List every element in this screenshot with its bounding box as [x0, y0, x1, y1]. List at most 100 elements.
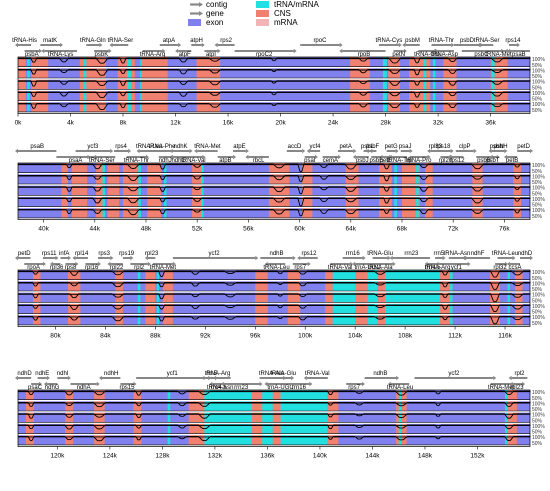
- legend-CNS-label: CNS: [274, 9, 291, 18]
- gene-arrowhead-tRNA-Val: [350, 261, 354, 267]
- gene-arrowhead-psbK: [108, 48, 112, 54]
- gene-label: rrn16: [346, 251, 361, 257]
- gene-arrowhead-tRNA-Arg: [201, 375, 205, 381]
- gene-label: tRNA-Leu: [263, 265, 289, 271]
- gene-label: infA: [59, 251, 69, 257]
- gene-arrowhead-tRNA-Leu: [264, 261, 268, 267]
- gene-arrowhead-rpoA: [42, 261, 46, 267]
- gene-arrowhead-tRNA-Gln: [99, 42, 103, 48]
- gene-label: ndhA: [77, 385, 91, 391]
- gene-arrowhead-tRNA-Glu: [387, 255, 391, 261]
- cns-region: [272, 390, 281, 447]
- gene-label: ycf1: [451, 265, 463, 271]
- gene-label: rpl14: [75, 251, 89, 257]
- track-separator: [18, 66, 530, 69]
- cns-region: [145, 270, 156, 327]
- gene-arrowhead-tRNA-Asn: [209, 381, 213, 387]
- gene-arrowhead-rps19: [130, 255, 134, 261]
- gene-label: atpE: [233, 144, 245, 150]
- trna-mrna-region: [432, 57, 436, 114]
- cns-region: [327, 390, 339, 447]
- gene-arrowhead-tRNA-Arg: [162, 48, 166, 54]
- gene-label: tRNA-Glu: [270, 371, 296, 377]
- cns-region: [18, 57, 26, 114]
- similarity-profile: [18, 293, 531, 303]
- similarity-profile: [18, 304, 531, 313]
- gene-arrowhead-rps8: [75, 261, 79, 267]
- gene-label: rps12: [301, 251, 317, 257]
- gene-label: ycf2: [448, 371, 460, 377]
- gene-label: petD: [517, 144, 530, 150]
- gene-label: rps4: [115, 144, 127, 150]
- percent-tick-label: 100%: [532, 91, 545, 97]
- track-separator: [18, 411, 530, 413]
- gene-label: trnA-UGC: [267, 385, 294, 391]
- track-separator: [18, 195, 530, 197]
- gene-label: cemA: [323, 158, 338, 164]
- x-tick-label: 92k: [200, 333, 211, 340]
- gene-label: ndhH: [104, 371, 118, 377]
- percent-tick-label: 50%: [532, 191, 543, 197]
- percent-tick-label: 100%: [532, 304, 545, 310]
- gene-label: psaI: [304, 158, 316, 164]
- cns-region: [490, 270, 501, 327]
- gene-label: tRNA-Arg: [140, 52, 166, 58]
- gene-label: tRNA-Val: [181, 158, 206, 164]
- legend-mRNA-label: mRNA: [274, 18, 298, 27]
- gene-label: psbE: [370, 158, 384, 164]
- similarity-profile: [18, 270, 531, 278]
- percent-tick-label: 100%: [532, 102, 545, 108]
- legend-mRNA-swatch: [256, 19, 269, 26]
- gene-arrowhead-tRNA-Leu: [387, 381, 391, 387]
- gene-arrowhead-ndhD: [530, 255, 533, 261]
- gene-arrowhead-psaB: [504, 48, 508, 54]
- percent-tick-label: 50%: [532, 321, 543, 327]
- cns-region: [122, 163, 139, 220]
- gene-label: tRNA-Met: [488, 385, 515, 391]
- percent-tick-label: 100%: [532, 390, 545, 396]
- trna-mrna-region: [450, 270, 453, 327]
- exon-region: [18, 270, 530, 327]
- gene-label: rrn23: [234, 385, 249, 391]
- gene-arrowhead-rps15: [133, 381, 137, 387]
- gene-arrowhead-trnA-UGC: [352, 261, 356, 267]
- gene-label: ndhG: [45, 385, 60, 391]
- gene-label: rps12: [450, 158, 466, 164]
- trna-mrna-region: [156, 270, 160, 327]
- percent-tick-label: 100%: [532, 80, 545, 86]
- gene-label: tRNA-Lys: [48, 52, 73, 58]
- gene-arrowhead-ndhB: [292, 255, 296, 261]
- trna-mrna-region: [163, 163, 167, 220]
- cns-region: [490, 57, 508, 114]
- gene-arrowhead-rpoB: [339, 48, 343, 54]
- cns-region: [355, 270, 368, 327]
- percent-tick-label: 100%: [532, 424, 545, 430]
- gene-arrowhead-infA: [67, 255, 71, 261]
- gene-label: ndhE: [35, 371, 49, 377]
- track-separator: [18, 111, 530, 114]
- similarity-profile: [18, 282, 531, 290]
- gene-arrowhead-tRNA-Val: [303, 375, 307, 381]
- gene-label: rrn5: [434, 251, 445, 257]
- gene-label: ndhB: [373, 371, 387, 377]
- trna-mrna-region: [382, 57, 387, 114]
- x-tick-label: 108k: [398, 333, 413, 340]
- cns-region: [377, 270, 386, 327]
- gene-arrowhead-tRNA-Val: [202, 154, 206, 160]
- cns-region: [302, 163, 313, 220]
- x-tick-label: 80k: [50, 333, 61, 340]
- percent-tick-label: 50%: [532, 407, 543, 413]
- similarity-profile: [18, 175, 531, 182]
- gene-label: rbcL: [253, 158, 265, 164]
- similarity-profile: [18, 57, 531, 64]
- gene-arrowhead-ndhE: [46, 375, 50, 381]
- gene-label: tRNA-Asp: [431, 52, 458, 58]
- track-separator: [18, 217, 530, 220]
- similarity-profile: [18, 91, 531, 99]
- trna-mrna-region: [491, 57, 495, 114]
- gene-arrowhead-rbcL: [245, 154, 249, 160]
- gene-label: rrn23: [404, 251, 419, 257]
- gene-arrowhead-tRNA-Cys: [398, 42, 402, 48]
- x-tick-label: 8k: [120, 120, 128, 127]
- gene-label: matK: [43, 38, 57, 44]
